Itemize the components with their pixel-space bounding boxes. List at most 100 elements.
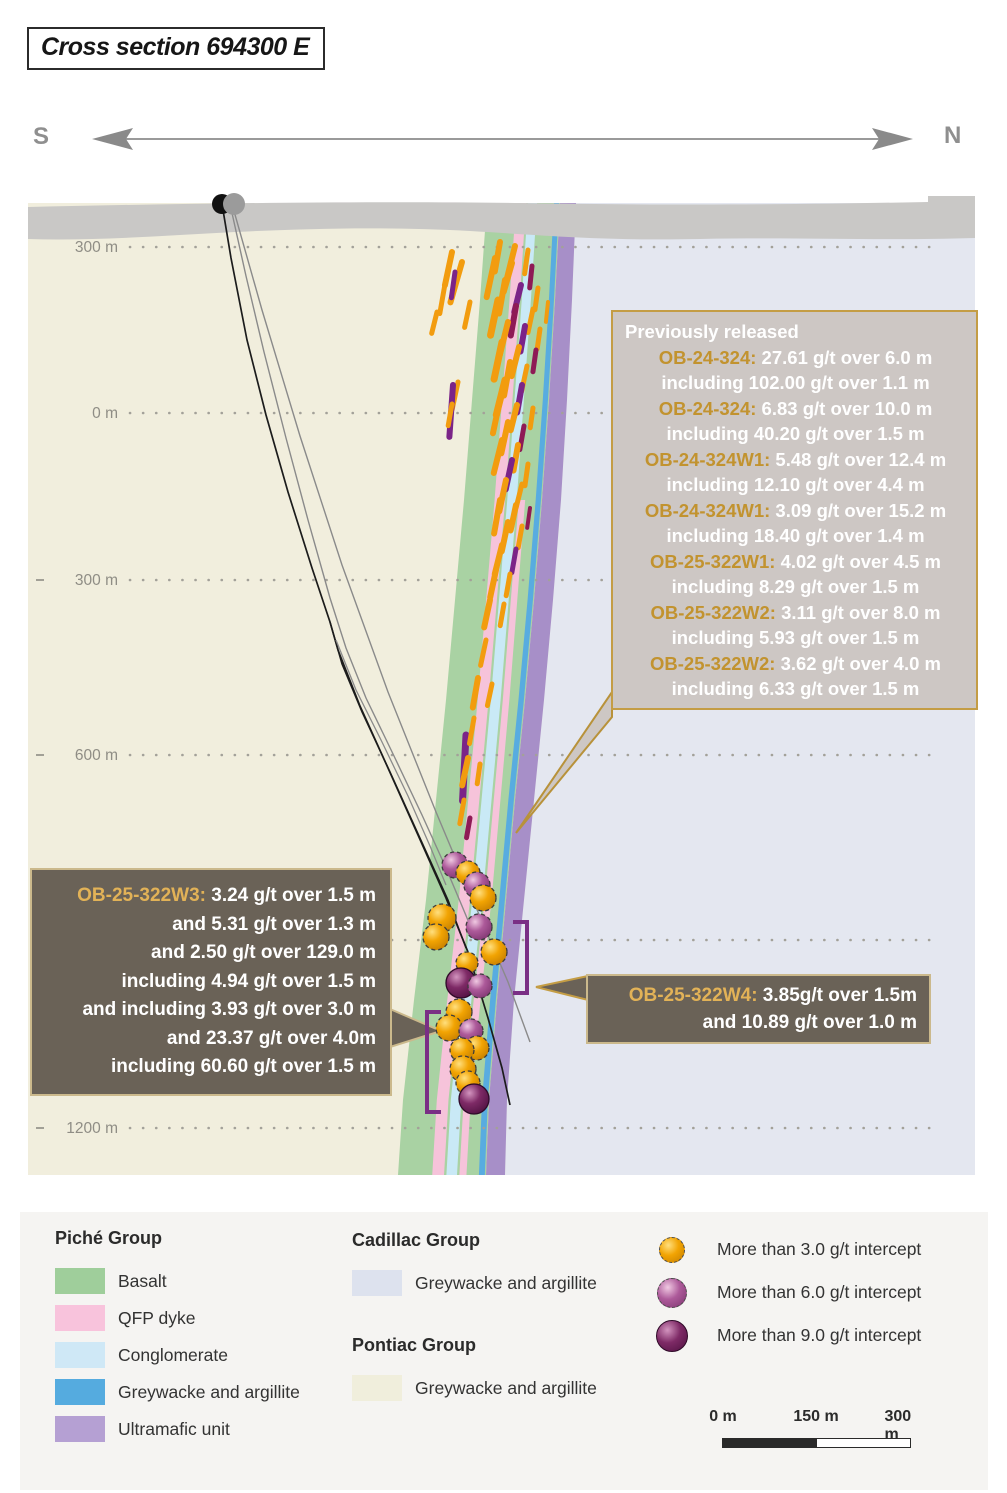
hole-id: OB-25-322W4: [628, 985, 758, 1006]
legend-swatch [55, 1305, 105, 1331]
assay-line: OB-24-324: 6.83 g/t over 10.0 m [658, 397, 933, 419]
callout-w3-box: OB-25-322W3: 3.24 g/t over 1.5 m and 5.31… [30, 868, 392, 1096]
legend-item: Ultramafic unit [55, 1416, 345, 1442]
intercept-marker-gt3 [455, 951, 479, 975]
hole-id: OB-24-324: [658, 346, 757, 368]
legend-label: Ultramafic unit [118, 1418, 230, 1439]
legend-label: Conglomerate [118, 1344, 228, 1365]
qfp-dyke-stripe-2 [459, 500, 526, 1175]
assay-line: OB-24-324: 27.61 g/t over 6.0 m [658, 346, 933, 368]
hole-id: OB-25-322W1: [650, 550, 776, 572]
intercept-marker-gt3 [449, 1037, 475, 1063]
leader-w4 [535, 974, 589, 1002]
vein-mark [500, 260, 515, 295]
vein-mark [511, 282, 524, 316]
vein-mark [527, 263, 535, 291]
legend-swatch [352, 1375, 402, 1401]
depth-label: 600 m [75, 747, 118, 764]
callout-previously-released-box: Previously released OB-24-324: 27.61 g/t… [611, 310, 978, 710]
assay-including-line: including 8.29 g/t over 1.5 m [671, 576, 920, 597]
assay-including-line: including 6.33 g/t over 1.5 m [671, 678, 920, 699]
legend-label: Greywacke and argillite [118, 1381, 300, 1402]
intercept-marker-gt3 [455, 1070, 481, 1096]
assay-line: and 10.89 g/t over 1.0 m [702, 1012, 917, 1033]
vein-mark [449, 379, 461, 412]
vein-mark [522, 461, 531, 489]
vein-mark [491, 239, 503, 275]
compass-north-label: N [944, 122, 962, 149]
legend-label: Basalt [118, 1270, 167, 1291]
mineralized-veins [429, 239, 550, 841]
assay-line: OB-25-322W2: 3.62 g/t over 4.0 m [650, 652, 941, 674]
intercept-bracket-upper [513, 920, 529, 995]
vein-mark [507, 303, 519, 339]
intercept-marker-gt3 [449, 1055, 477, 1083]
vein-mark [492, 376, 509, 419]
assay-line: OB-25-322W3: 3.24 g/t over 1.5 m [77, 885, 376, 906]
callout-w4-box: OB-25-322W4: 3.85g/t over 1.5m and 10.89 … [586, 974, 931, 1044]
vein-mark [497, 601, 507, 629]
legend-group-title-pontiac: Pontiac Group [352, 1335, 477, 1355]
assay-including-line: including 5.93 g/t over 1.5 m [671, 627, 920, 648]
vein-mark [517, 423, 527, 453]
vein-mark [491, 497, 503, 537]
legend-item: QFP dyke [55, 1305, 345, 1331]
intercept-sphere-icon [657, 1277, 687, 1308]
assay-line: OB-25-322W2: 3.11 g/t over 8.0 m [650, 601, 941, 623]
vein-mark [522, 247, 531, 277]
vein-mark [514, 382, 525, 416]
scale-bar-graphic [722, 1438, 911, 1448]
vein-mark [510, 442, 521, 474]
assay-line: and including 3.93 g/t over 3.0 m [82, 999, 376, 1020]
vein-mark [445, 401, 455, 429]
vein-mark [498, 519, 511, 555]
legend-item: Greywacke and argillite [55, 1379, 345, 1405]
legend-group-title-cadillac: Cadillac Group [352, 1230, 481, 1250]
vein-mark [532, 285, 541, 313]
legend-label: QFP dyke [118, 1307, 196, 1328]
assay-line: OB-24-324W1: 5.48 g/t over 12.4 m [644, 448, 947, 470]
intercept-legend-label: More than 3.0 g/t intercept [717, 1239, 922, 1259]
vein-mark [525, 506, 532, 530]
vein-mark [527, 405, 536, 431]
depth-label: 1200 m [66, 1120, 118, 1137]
vein-mark [543, 300, 550, 324]
intercept-marker-gt3 [445, 998, 473, 1026]
vein-mark [487, 296, 502, 339]
vein-mark [503, 243, 518, 284]
vein-mark [464, 815, 473, 841]
vein-mark [534, 326, 543, 352]
vein-mark [491, 542, 505, 578]
vein-mark [515, 523, 525, 551]
vein-mark [501, 359, 513, 399]
vein-mark [459, 755, 471, 789]
vein-mark [462, 299, 473, 330]
legend-swatch [55, 1268, 105, 1294]
legend-item: Greywacke and argillite [352, 1375, 652, 1401]
drill-collar [212, 193, 245, 215]
conglomerate-stripe [446, 203, 537, 1175]
hole-id: OB-24-324: [658, 397, 757, 419]
assay-including-line: including 102.00 g/t over 1.1 m [661, 372, 930, 393]
vein-mark [441, 249, 455, 289]
assay-line: and 23.37 g/t over 4.0m [166, 1027, 376, 1049]
vein-mark [513, 481, 525, 510]
intercept-marker-gt3 [435, 1014, 463, 1042]
intercept-bracket-lower [425, 1010, 441, 1114]
vein-mark [508, 344, 522, 380]
vein-mark [457, 797, 467, 827]
vein-mark [507, 402, 520, 434]
intercept-brackets [425, 920, 529, 1114]
vein-mark [459, 731, 470, 805]
vein-mark [483, 255, 498, 301]
assay-line: OB-24-324W1: 3.09 g/t over 15.2 m [644, 499, 947, 521]
vein-mark [490, 437, 505, 476]
qfp-dyke-stripe [432, 203, 526, 1175]
depth-label: 300 m [75, 572, 118, 589]
legend-item: Basalt [55, 1268, 345, 1294]
scale-bar: 0 m 150 m 300 m [709, 1408, 940, 1462]
intercept-marker-gt6 [441, 851, 469, 879]
vein-mark [447, 259, 465, 306]
vein-mark [498, 419, 511, 457]
vein-mark [490, 338, 506, 383]
